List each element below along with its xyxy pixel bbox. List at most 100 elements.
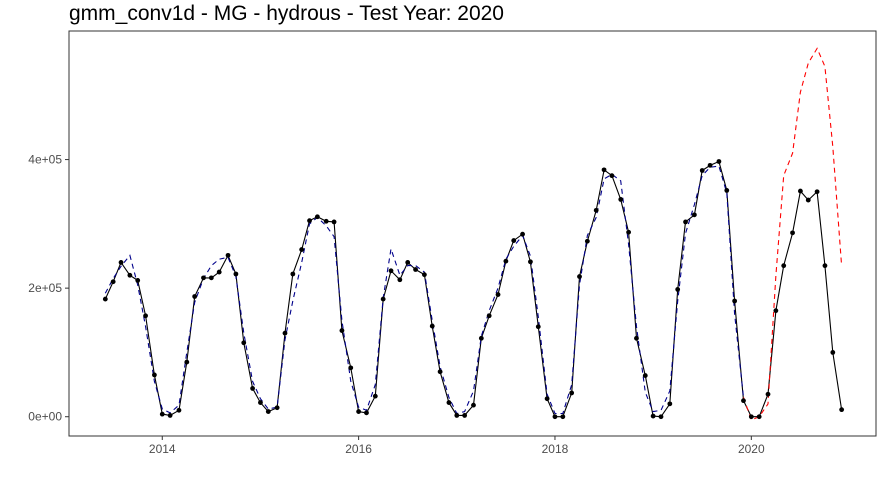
actual-data-point: [323, 218, 329, 224]
actual-data-point: [798, 188, 803, 194]
actual-data-point: [609, 173, 615, 179]
actual-data-point: [577, 274, 582, 279]
actual-data-point: [790, 230, 795, 236]
x-tick-label: 2018: [542, 442, 569, 456]
actual-data-point: [421, 272, 427, 278]
actual-data-point: [299, 247, 305, 252]
actual-data-point: [544, 396, 550, 402]
actual-data-point: [110, 279, 116, 285]
actual-data-point: [658, 414, 664, 420]
actual-data-point: [348, 365, 354, 371]
actual-data-point: [265, 409, 271, 414]
actual-data-point: [741, 398, 746, 404]
actual-data-point: [511, 238, 517, 243]
actual-data-point: [618, 197, 624, 202]
actual-data-point: [314, 214, 320, 220]
actual-data-point: [552, 414, 558, 420]
y-tick-label: 0e+00: [28, 410, 62, 424]
actual-data-point: [339, 328, 345, 333]
actual-data-point: [667, 401, 673, 407]
actual-data-point: [486, 313, 492, 319]
actual-data-point: [732, 298, 738, 304]
actual-series-line: [104, 160, 843, 418]
actual-data-point: [127, 272, 133, 278]
actual-data-point: [683, 219, 688, 225]
actual-data-point: [176, 407, 182, 413]
y-tick-label: 2e+05: [28, 281, 62, 295]
forecast-series-line: [742, 47, 843, 421]
chart-title: gmm_conv1d - MG - hydrous - Test Year: 2…: [69, 2, 504, 25]
actual-data-point: [208, 275, 214, 281]
actual-data-point: [626, 229, 631, 235]
actual-data-point: [454, 413, 460, 418]
actual-data-point: [650, 413, 656, 419]
actual-data-point: [560, 414, 566, 420]
x-tick-label: 2020: [738, 442, 765, 456]
actual-data-point: [642, 373, 648, 378]
actual-data-point: [216, 269, 222, 275]
actual-data-point: [102, 296, 108, 302]
actual-data-point: [118, 260, 124, 265]
actual-data-point: [356, 409, 362, 414]
actual-data-point: [822, 263, 828, 269]
actual-data-point: [471, 402, 476, 408]
actual-data-point: [503, 258, 509, 264]
actual-data-point: [397, 277, 403, 283]
actual-data-point: [143, 313, 148, 319]
actual-data-point: [152, 372, 157, 378]
actual-data-point: [225, 252, 231, 258]
actual-data-point: [535, 324, 541, 330]
actual-data-point: [192, 294, 198, 299]
actual-data-point: [520, 231, 525, 237]
actual-data-point: [569, 390, 575, 396]
actual-data-point: [167, 413, 173, 418]
actual-data-point: [372, 393, 378, 399]
actual-data-point: [765, 391, 771, 397]
actual-data-point: [201, 275, 206, 281]
actual-data-point: [250, 386, 255, 391]
actual-data-point: [274, 405, 280, 411]
actual-data-point: [839, 407, 845, 413]
actual-data-point: [814, 189, 820, 195]
actual-data-point: [258, 400, 263, 405]
actual-data-point: [805, 197, 811, 203]
actual-data-point: [135, 278, 141, 283]
actual-data-point: [748, 414, 754, 420]
actual-data-point: [413, 267, 418, 272]
actual-data-point: [675, 287, 681, 292]
actual-data-point: [233, 271, 239, 277]
plot-panel-border: [68, 30, 877, 437]
actual-data-point: [184, 359, 190, 365]
actual-data-point: [290, 271, 296, 277]
actual-data-point: [756, 414, 762, 420]
actual-data-point: [601, 167, 607, 173]
actual-data-point: [495, 292, 501, 297]
actual-data-point: [307, 218, 312, 224]
actual-data-point: [405, 260, 411, 265]
actual-data-point: [634, 335, 639, 341]
actual-data-point: [593, 207, 599, 213]
actual-data-point: [462, 413, 468, 418]
x-tick-label: 2016: [345, 442, 372, 456]
actual-data-point: [388, 268, 394, 274]
actual-data-point: [724, 188, 730, 193]
fitted-series-line: [104, 165, 745, 415]
actual-data-point: [699, 168, 705, 173]
actual-data-point: [429, 323, 435, 329]
actual-data-point: [331, 219, 337, 225]
actual-data-point: [773, 308, 779, 314]
actual-data-point: [282, 330, 288, 336]
actual-data-point: [241, 340, 247, 346]
actual-data-point: [446, 400, 452, 405]
actual-data-point: [478, 335, 484, 341]
actual-data-point: [716, 159, 722, 164]
x-tick-label: 2014: [149, 442, 176, 456]
actual-data-point: [830, 350, 836, 355]
actual-data-point: [707, 162, 713, 168]
actual-data-point: [380, 296, 386, 302]
actual-data-point: [781, 263, 787, 269]
y-tick-label: 4e+05: [28, 153, 62, 167]
actual-data-point: [437, 369, 443, 375]
actual-data-point: [528, 259, 533, 265]
